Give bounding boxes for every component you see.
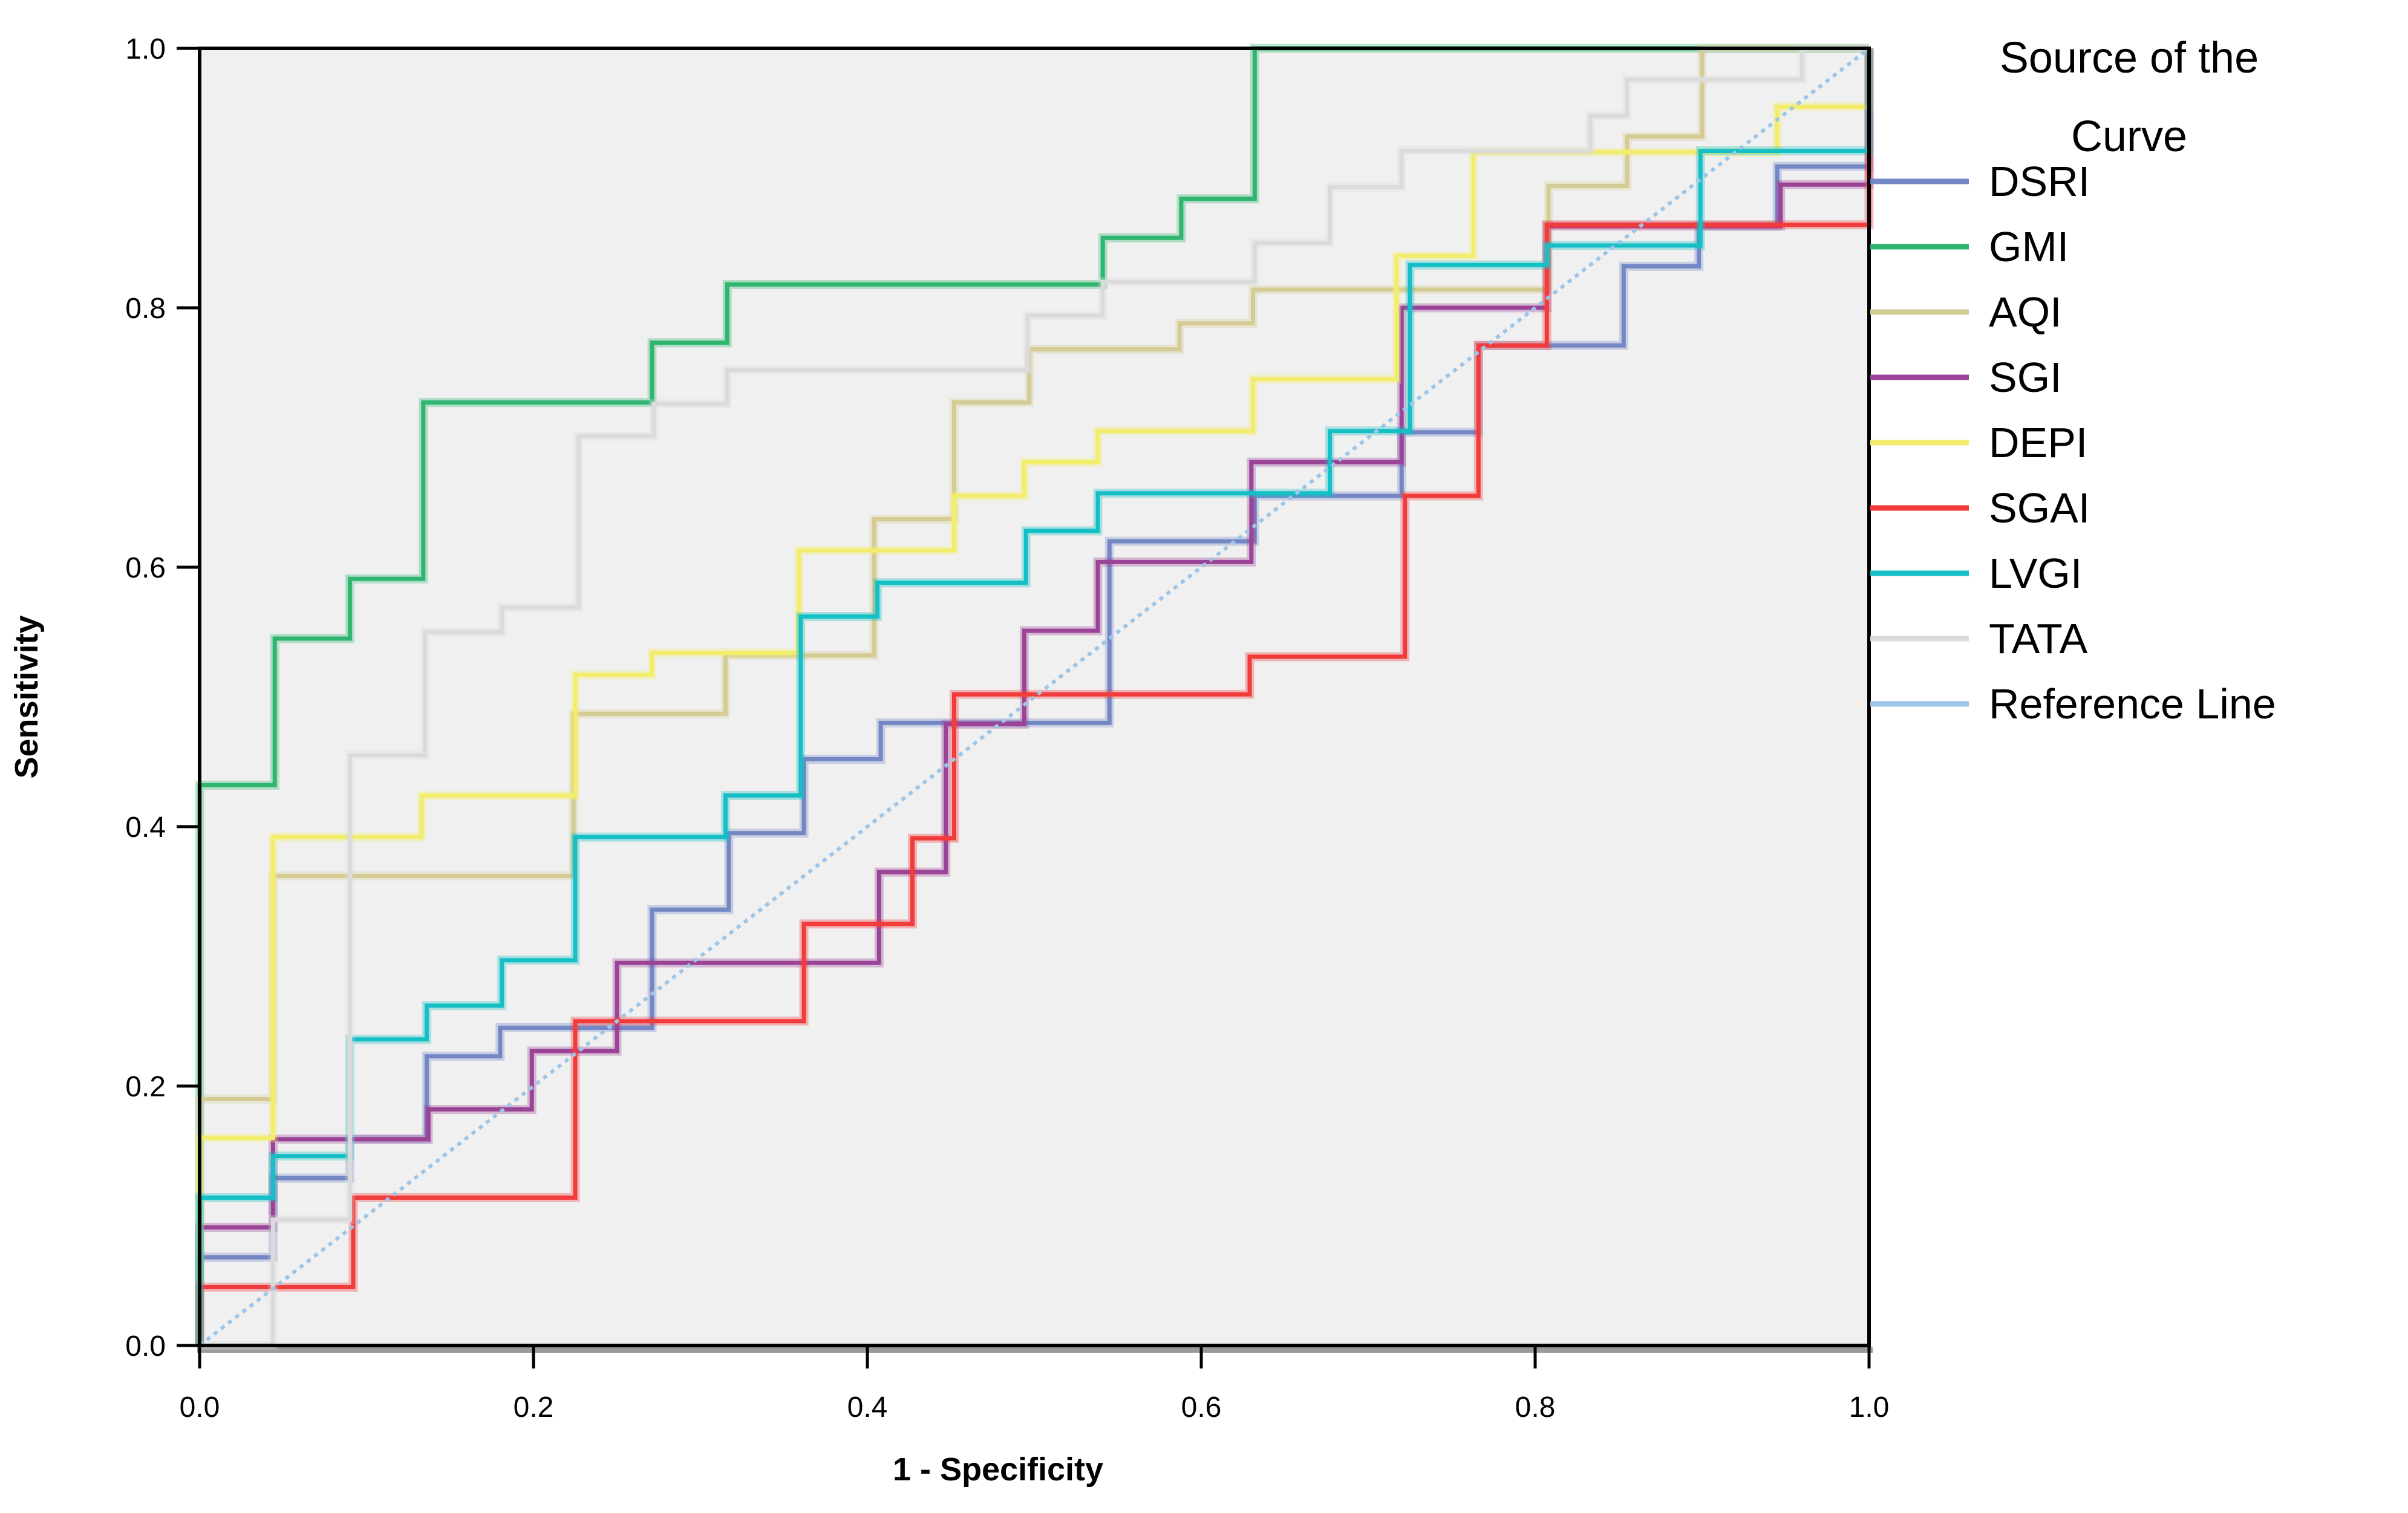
x-tick-label: 0.4 xyxy=(847,1391,888,1424)
y-tick-label: 0.2 xyxy=(125,1071,166,1103)
legend-label: AQI xyxy=(1989,288,2062,336)
y-axis-title: Sensitivity xyxy=(8,615,45,778)
x-tick-label: 0.6 xyxy=(1181,1391,1222,1424)
x-tick-label: 1.0 xyxy=(1849,1391,1890,1424)
curve-group-depi xyxy=(195,48,1874,1345)
legend-title-line: Curve xyxy=(2071,112,2187,161)
curve-lvgi xyxy=(197,48,1871,1345)
axis-ticks: 0.0 0.2 0.4 0.6 0.8 1.0 0.0 0.2 0.4 0.6 0.8 1.0 xyxy=(125,33,1889,1424)
y-tick-label: 0.8 xyxy=(125,293,166,325)
roc-curves xyxy=(195,44,1874,1350)
legend-label: TATA xyxy=(1989,615,2088,662)
curve-group-lvgi xyxy=(195,48,1874,1345)
legend-item-gmi: GMI xyxy=(1870,223,2069,270)
curve-group-tata xyxy=(200,44,1869,1350)
legend-label: GMI xyxy=(1989,223,2069,270)
curve-depi xyxy=(197,48,1871,1345)
x-tick-label: 0.8 xyxy=(1515,1391,1556,1424)
legend-label: SGI xyxy=(1989,354,2062,401)
y-tick-label: 0.4 xyxy=(125,812,166,844)
x-axis-title: 1 - Specificity xyxy=(893,1451,1103,1488)
legend-item-dsri: DSRI xyxy=(1870,158,2090,205)
legend-label: DEPI xyxy=(1989,419,2087,466)
legend-title-line: Source of the xyxy=(2000,34,2259,82)
axis-shadow xyxy=(197,1347,1873,1353)
x-tick-label: 0.2 xyxy=(514,1391,554,1424)
legend-item-aqi: AQI xyxy=(1870,288,2062,336)
curve-tata xyxy=(200,46,1869,1348)
legend-item-lvgi: LVGI xyxy=(1870,550,2082,597)
y-tick-label: 0.6 xyxy=(125,552,166,584)
curve-gmi xyxy=(197,46,1869,1345)
y-tick-label: 0.0 xyxy=(125,1330,166,1362)
curve-group-sgai xyxy=(195,48,1874,1345)
legend-label: SGAI xyxy=(1989,484,2090,532)
y-tick-label: 1.0 xyxy=(125,33,166,65)
legend-label: LVGI xyxy=(1989,550,2082,597)
x-tick-label: 0.0 xyxy=(180,1391,220,1424)
curve-sgai xyxy=(197,48,1871,1345)
legend-item-tata: TATA xyxy=(1870,615,2088,662)
legend-item-reference-line: Reference Line xyxy=(1870,680,2276,727)
legend-label: Reference Line xyxy=(1989,680,2276,727)
reference-line xyxy=(198,47,1870,1347)
legend-label: DSRI xyxy=(1989,158,2090,205)
legend-item-sgai: SGAI xyxy=(1870,484,2090,532)
curve-group-gmi xyxy=(195,44,1869,1345)
legend-item-depi: DEPI xyxy=(1870,419,2087,466)
plot-frame xyxy=(198,47,1871,1347)
legend-item-sgi: SGI xyxy=(1870,354,2062,401)
